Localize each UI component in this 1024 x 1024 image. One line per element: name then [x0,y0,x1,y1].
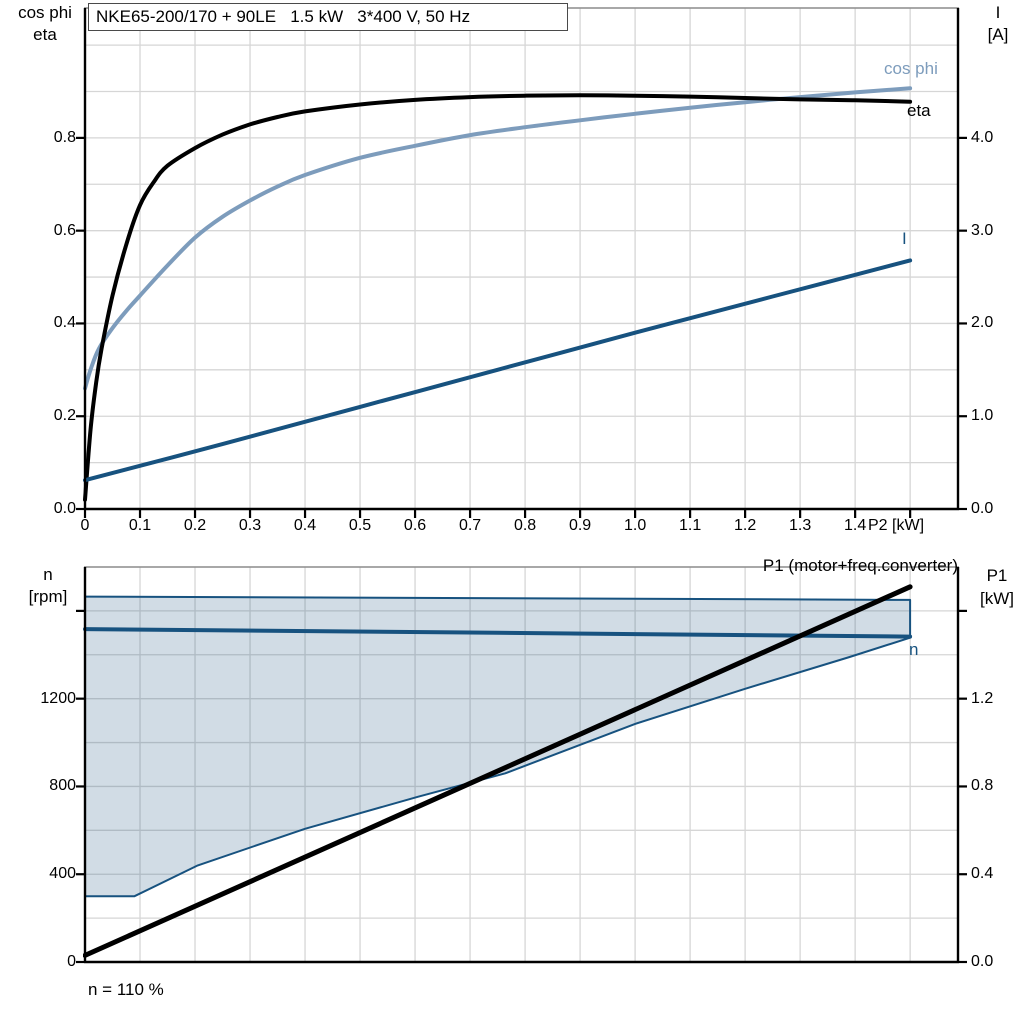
top-left-axis-label-eta: eta [33,25,57,44]
y-left-tick-label: 0.0 [53,500,76,517]
y-left-tick-label: 0.4 [53,314,76,332]
chart-1 [76,566,967,964]
curve-label-eta: eta [907,101,931,120]
y-left-tick-label: 800 [49,777,76,795]
x-axis-label: P2 [kW] [868,517,925,534]
curve-label-cos-phi: cos phi [884,59,938,78]
top-left-axis-label-cosphi: cos phi [18,3,72,22]
x-tick-label: 0.2 [183,517,207,534]
y-right-tick-label: 1.0 [971,407,994,425]
curve-label-p1: P1 (motor+freq.converter) [762,556,958,575]
bottom-left-axis-label-unit: [rpm] [28,587,68,606]
y-left-tick-label: 400 [49,865,76,883]
x-tick-label: 0.3 [238,517,262,534]
curve-label-n: n [909,640,919,659]
y-right-tick-label: 0.0 [971,500,994,517]
x-tick-label: 1.2 [733,517,757,534]
y-right-tick-label: 0.4 [971,865,994,883]
x-tick-label: 0.7 [458,517,482,534]
series-P1 (motor+freq.converter) [83,584,913,958]
top-right-axis-label-i: I [995,3,1001,22]
speed-range-band-edge [84,595,912,898]
y-left-tick-label: 1200 [40,689,76,707]
x-tick-label: 0.6 [403,517,427,534]
top-right-axis-label-unit: [A] [987,25,1009,44]
x-tick-label: 0.8 [513,517,537,534]
y-left-tick-label: 0 [67,953,76,970]
chart-title-box: NKE65-200/170 + 90LE 1.5 kW 3*400 V, 50 … [88,3,568,31]
speed-range-band [85,596,911,897]
y-right-tick-label: 2.0 [971,314,994,332]
x-tick-label: 0.1 [128,517,152,534]
speed-setting-note: n = 110 % [88,980,164,999]
curve-label-i: I [902,229,907,248]
bottom-right-axis-label-p1: P1 [986,566,1008,585]
chart-0 [76,7,967,518]
y-right-tick-label: 0.0 [971,953,994,970]
chart-title: NKE65-200/170 + 90LE 1.5 kW 3*400 V, 50 … [96,7,471,26]
series-cos phi [83,86,913,391]
y-left-tick-label: 0.2 [53,407,76,425]
series-I [83,258,913,483]
y-right-tick-label: 0.8 [971,777,994,795]
x-tick-label: 0.9 [568,517,592,534]
x-tick-label: 1.0 [623,517,647,534]
series-eta [83,93,913,502]
x-tick-label: 1.1 [678,517,702,534]
bottom-right-axis-label-unit: [kW] [980,589,1014,608]
series-n [83,627,913,639]
x-tick-label: 1.3 [788,517,812,534]
y-right-tick-label: 3.0 [971,221,994,239]
x-tick-label: 0.4 [293,517,317,534]
y-right-tick-label: 4.0 [971,128,994,146]
bottom-left-axis-label-n: n [43,565,53,584]
x-tick-label: 0.5 [348,517,372,534]
x-tick-label: 1.4 [844,517,867,534]
y-right-tick-label: 1.2 [971,689,994,707]
y-left-tick-label: 0.6 [53,221,76,239]
x-tick-label: 0 [80,517,90,534]
y-left-tick-label: 0.8 [53,128,76,146]
